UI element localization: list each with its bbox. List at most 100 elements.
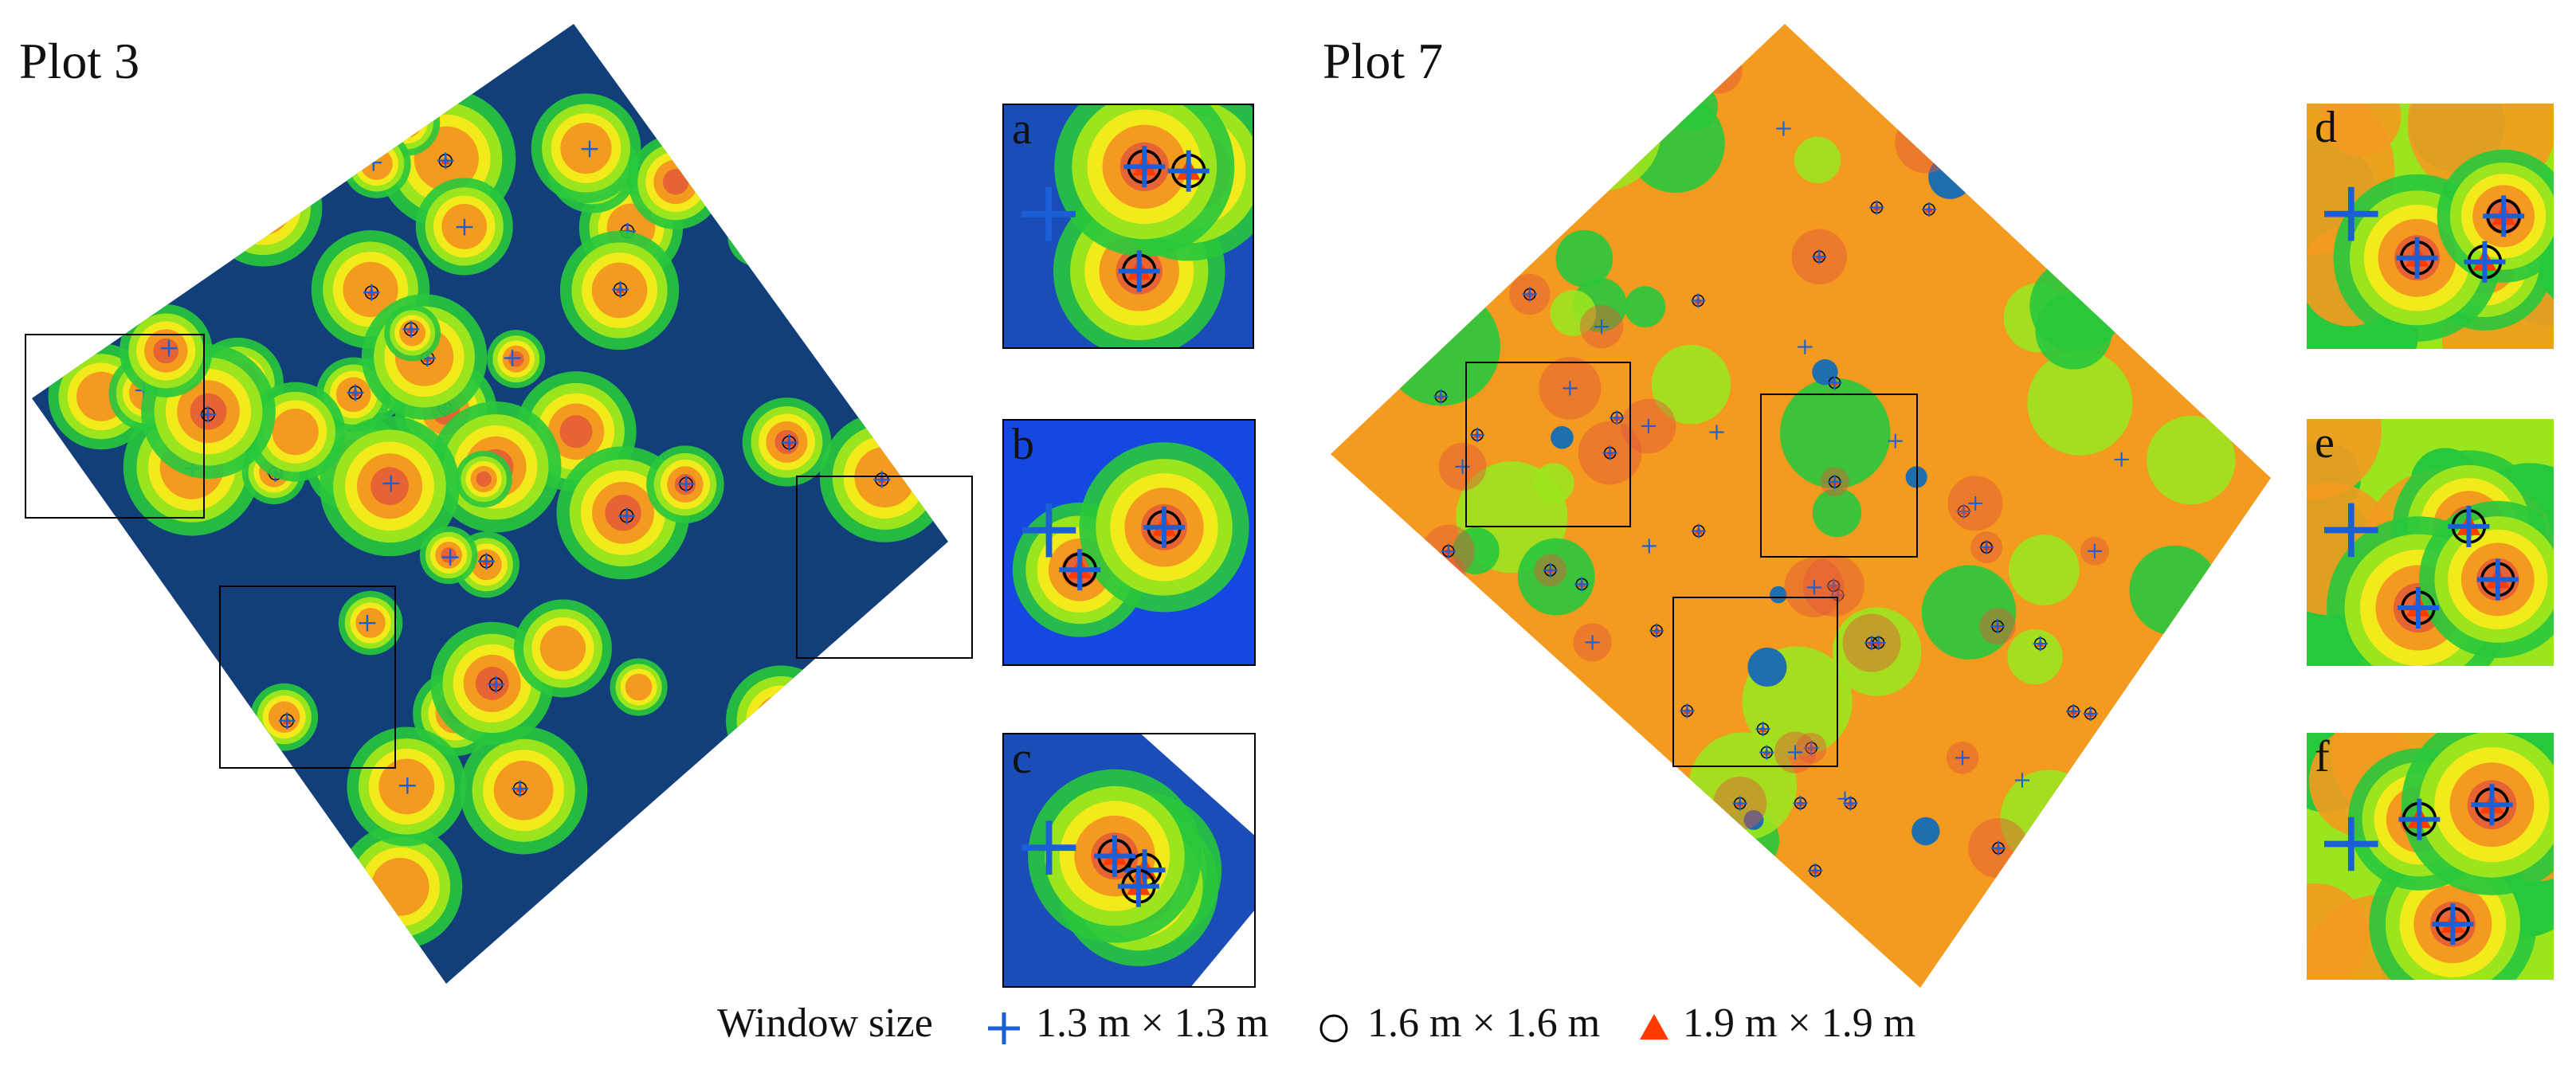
tree-marker	[1888, 433, 1903, 448]
tree-marker	[2114, 452, 2129, 467]
tree-marker	[1441, 543, 1456, 558]
tree-marker	[1776, 121, 1791, 136]
tree-marker	[1968, 495, 1983, 511]
tree-marker	[779, 178, 796, 195]
tree-marker	[394, 114, 411, 131]
tree-crown	[125, 801, 189, 864]
tree-marker	[2396, 237, 2438, 279]
tree-marker	[1808, 863, 1823, 879]
tree-marker	[1798, 339, 1813, 354]
tree-marker	[1827, 474, 1842, 490]
tree-marker	[1441, 721, 1456, 736]
tree-marker	[437, 152, 454, 170]
tree-crown	[419, 526, 478, 585]
tree-marker	[441, 549, 459, 566]
tree-crown	[121, 796, 207, 882]
tree-crown	[820, 722, 929, 832]
tree-marker	[1123, 146, 1166, 188]
tree-marker	[2107, 138, 2123, 153]
inset-c: c	[1002, 733, 1256, 988]
tree-marker	[1955, 750, 1970, 766]
tree-marker	[1787, 745, 1803, 760]
tree-marker	[1514, 119, 1529, 135]
tree-marker	[2033, 636, 2048, 652]
tree-marker	[2397, 587, 2439, 629]
tree-marker	[1709, 425, 1724, 440]
tree-marker	[1562, 381, 1578, 396]
tree-crown	[384, 304, 441, 362]
tree-marker	[2083, 706, 2098, 722]
tree-marker	[2154, 353, 2169, 369]
tree-marker	[1118, 250, 1160, 292]
legend: Window size 1.3 m × 1.3 m 1.6 m × 1.6 m …	[0, 1000, 2576, 1063]
inset-f-letter: f	[2315, 733, 2330, 781]
tree-marker	[1711, 63, 1727, 78]
tree-marker	[1574, 577, 1590, 592]
tree-marker	[761, 915, 778, 933]
tree-marker	[1434, 567, 1449, 582]
tree-crown	[119, 304, 213, 397]
tree-marker	[2324, 186, 2378, 241]
tree-marker	[398, 777, 416, 794]
inset-outline-box	[1760, 394, 1918, 558]
tree-marker	[347, 138, 364, 155]
tree-crown	[727, 206, 787, 267]
tree-marker	[1602, 445, 1617, 460]
tree-marker	[1519, 163, 1535, 178]
tree-marker	[1922, 202, 1937, 217]
tree-marker	[504, 350, 521, 366]
tree-marker	[1594, 319, 1610, 335]
inset-c-letter: c	[1012, 734, 1032, 783]
inset-f: f	[2307, 733, 2554, 980]
tree-marker	[1405, 179, 1420, 194]
legend-item-label: 1.6 m × 1.6 m	[1367, 1000, 1601, 1046]
tree-marker	[1373, 907, 1388, 922]
tree-crown	[250, 683, 319, 751]
tree-marker	[363, 284, 380, 301]
tree-marker	[253, 198, 270, 215]
tree-marker	[1397, 117, 1412, 132]
plot-3-map	[0, 0, 988, 996]
inset-e: e	[2307, 419, 2554, 666]
tree-marker	[2448, 505, 2490, 547]
tree-marker	[2324, 503, 2378, 558]
inset-outline-box	[219, 585, 396, 769]
tree-marker	[1641, 538, 1657, 554]
tree-crown	[725, 665, 837, 777]
plot-7-map	[1323, 0, 2279, 996]
tree-marker	[1751, 870, 1766, 885]
tree-marker	[1812, 249, 1827, 264]
tree-marker	[2066, 704, 2081, 719]
tree-marker	[2471, 784, 2513, 826]
tree-marker	[1755, 721, 1770, 737]
tree-marker	[1680, 703, 1695, 719]
tree-marker	[199, 405, 217, 423]
tree-marker	[402, 320, 420, 338]
tree-crown	[606, 845, 715, 954]
tree-marker	[1990, 840, 2006, 856]
tree-marker	[1543, 562, 1558, 578]
tree-marker	[1543, 825, 1559, 840]
tree-marker	[382, 475, 400, 492]
tree-marker	[1979, 540, 1994, 555]
tree-marker	[2087, 543, 2102, 558]
inset-b-letter: b	[1012, 420, 1034, 469]
inset-outline-box	[25, 334, 205, 519]
tree-marker	[1649, 623, 1664, 638]
tree-marker	[1826, 578, 1841, 593]
tree-marker	[653, 892, 669, 909]
cross-icon	[988, 1012, 1020, 1044]
plot-3-title: Plot 3	[19, 33, 140, 89]
tree-marker	[1918, 135, 1933, 151]
tree-marker	[1641, 418, 1657, 433]
tree-marker	[612, 281, 629, 298]
tree-marker	[347, 384, 364, 401]
tree-marker	[873, 471, 891, 488]
tree-marker	[1759, 745, 1774, 760]
tree-marker	[1059, 549, 1101, 591]
tree-marker	[1414, 103, 1429, 118]
tree-marker	[1167, 150, 1210, 192]
tree-marker	[1396, 685, 1412, 700]
tree-marker	[1871, 635, 1886, 650]
tree-marker	[1515, 916, 1531, 931]
